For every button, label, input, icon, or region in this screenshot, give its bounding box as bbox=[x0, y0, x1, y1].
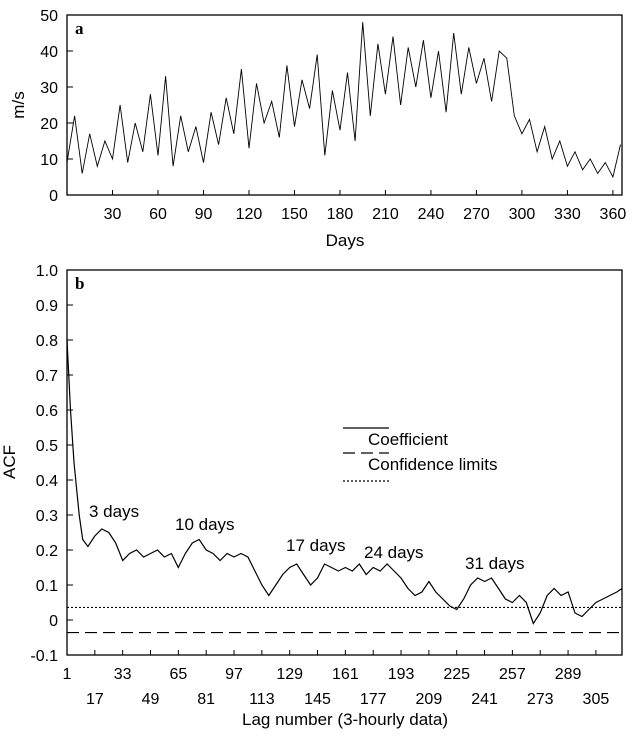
panel-a-y-ticks: 0 10 20 30 40 50 bbox=[40, 8, 73, 205]
panel-a-y-tick-label: 10 bbox=[40, 152, 58, 169]
panel-b-y-tick-label: 0.4 bbox=[36, 473, 58, 490]
panel-b-x-tick-label: 241 bbox=[471, 691, 498, 708]
panel-b-x-tick-label: 209 bbox=[416, 691, 443, 708]
panel-b-x-tick-label: 257 bbox=[499, 666, 526, 683]
panel-b-y-tick-label: -0.1 bbox=[30, 648, 58, 665]
panel-a-series bbox=[66, 22, 621, 179]
panel-b-x-tick-label: 65 bbox=[169, 666, 187, 683]
panel-b-x-tick-label: 113 bbox=[249, 691, 275, 708]
panel-b-y-tick-label: 0.6 bbox=[36, 403, 58, 420]
panel-a-x-tick-label: 240 bbox=[418, 206, 445, 223]
panel-a-x-tick-label: 180 bbox=[327, 206, 354, 223]
panel-a-x-tick-label: 300 bbox=[509, 206, 536, 223]
panel-a-x-ticks: 30 60 90 120 150 180 210 240 270 300 330 360 bbox=[104, 190, 627, 223]
annotation-17-days: 17 days bbox=[286, 536, 346, 555]
panel-a-x-tick-label: 60 bbox=[149, 206, 167, 223]
panel-b-x-tick-label: 145 bbox=[304, 691, 331, 708]
panel-b-x-tick-label: 81 bbox=[197, 691, 215, 708]
legend: Coefficient Confidence limits bbox=[343, 427, 497, 482]
panel-a-y-tick-label: 30 bbox=[40, 80, 58, 97]
panel-b-x-ticks: 1 33 65 97 129 161 193 225 257 289 17 49 81 113 145 177… bbox=[63, 650, 610, 708]
panel-a-x-tick-label: 210 bbox=[372, 206, 399, 223]
panel-b-y-tick-label: 0.9 bbox=[36, 298, 58, 315]
panel-b-y-tick-label: 0.7 bbox=[36, 368, 58, 385]
annotation-31-days: 31 days bbox=[465, 554, 525, 573]
panel-b-x-tick-label: 49 bbox=[142, 691, 160, 708]
panel-a-y-axis-title: m/s bbox=[9, 91, 28, 118]
panel-b-y-tick-label: 0.5 bbox=[36, 438, 58, 455]
panel-b-frame bbox=[66, 269, 623, 656]
panel-b-y-tick-label: 0.2 bbox=[36, 543, 58, 560]
panel-b-y-tick-label: 0.3 bbox=[36, 508, 58, 525]
panel-a-y-tick-label: 50 bbox=[40, 8, 58, 25]
panel-b-x-tick-label: 273 bbox=[527, 691, 554, 708]
panel-b-x-tick-label: 129 bbox=[276, 666, 303, 683]
panel-a-wind-speed-line bbox=[66, 22, 621, 179]
annotation-3-days: 3 days bbox=[89, 502, 139, 521]
panel-b-x-tick-label: 17 bbox=[86, 691, 104, 708]
panel-b-x-tick-label: 225 bbox=[443, 666, 470, 683]
legend-confidence-label: Confidence limits bbox=[368, 455, 497, 474]
panel-a-y-tick-label: 40 bbox=[40, 44, 58, 61]
panel-a-x-tick-label: 330 bbox=[554, 206, 581, 223]
panel-b-y-axis-title: ACF bbox=[0, 445, 19, 479]
panel-a-x-tick-label: 30 bbox=[104, 206, 122, 223]
panel-b-y-tick-label: 0 bbox=[49, 613, 58, 630]
panel-b-x-axis-title: Lag number (3-hourly data) bbox=[242, 710, 448, 729]
panel-a-x-tick-label: 150 bbox=[281, 206, 308, 223]
panel-b-x-tick-label: 97 bbox=[225, 666, 243, 683]
panel-b-y-ticks: -0.1 0 0.1 0.2 0.3 0.4 0.5 0.6 0.7 0.8 0.9 1.0 bbox=[30, 263, 73, 665]
annotation-10-days: 10 days bbox=[175, 515, 235, 534]
panel-b-x-tick-label: 177 bbox=[360, 691, 387, 708]
panel-b-x-tick-label: 33 bbox=[114, 666, 132, 683]
panel-a-x-tick-label: 270 bbox=[463, 206, 490, 223]
panel-a-x-tick-label: 120 bbox=[236, 206, 263, 223]
panel-b-x-tick-label: 305 bbox=[583, 691, 610, 708]
panel-b-y-tick-label: 0.1 bbox=[36, 578, 58, 595]
panel-b-series bbox=[66, 339, 623, 634]
panel-b-x-tick-label: 289 bbox=[555, 666, 582, 683]
panel-b-y-tick-label: 0.8 bbox=[36, 333, 58, 350]
panel-a-x-axis-title: Days bbox=[326, 231, 365, 250]
panel-a-letter: a bbox=[75, 19, 84, 38]
panel-b-letter: b bbox=[75, 274, 84, 293]
panel-a-x-tick-label: 90 bbox=[195, 206, 213, 223]
panel-b-x-tick-label: 193 bbox=[388, 666, 415, 683]
panel-a-x-tick-label: 360 bbox=[600, 206, 627, 223]
panel-b-x-tick-label: 1 bbox=[63, 666, 72, 683]
coefficient-line bbox=[66, 339, 623, 625]
panel-a-y-tick-label: 20 bbox=[40, 116, 58, 133]
panel-b-x-tick-label: 161 bbox=[332, 666, 359, 683]
annotation-24-days: 24 days bbox=[364, 543, 424, 562]
panel-b-y-tick-label: 1.0 bbox=[36, 263, 58, 280]
panel-a-y-tick-label: 0 bbox=[49, 188, 58, 205]
legend-coefficient-label: Coefficient bbox=[368, 430, 448, 449]
panel-a-frame bbox=[66, 14, 623, 196]
